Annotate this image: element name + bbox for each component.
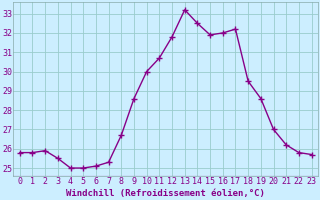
X-axis label: Windchill (Refroidissement éolien,°C): Windchill (Refroidissement éolien,°C) <box>66 189 265 198</box>
